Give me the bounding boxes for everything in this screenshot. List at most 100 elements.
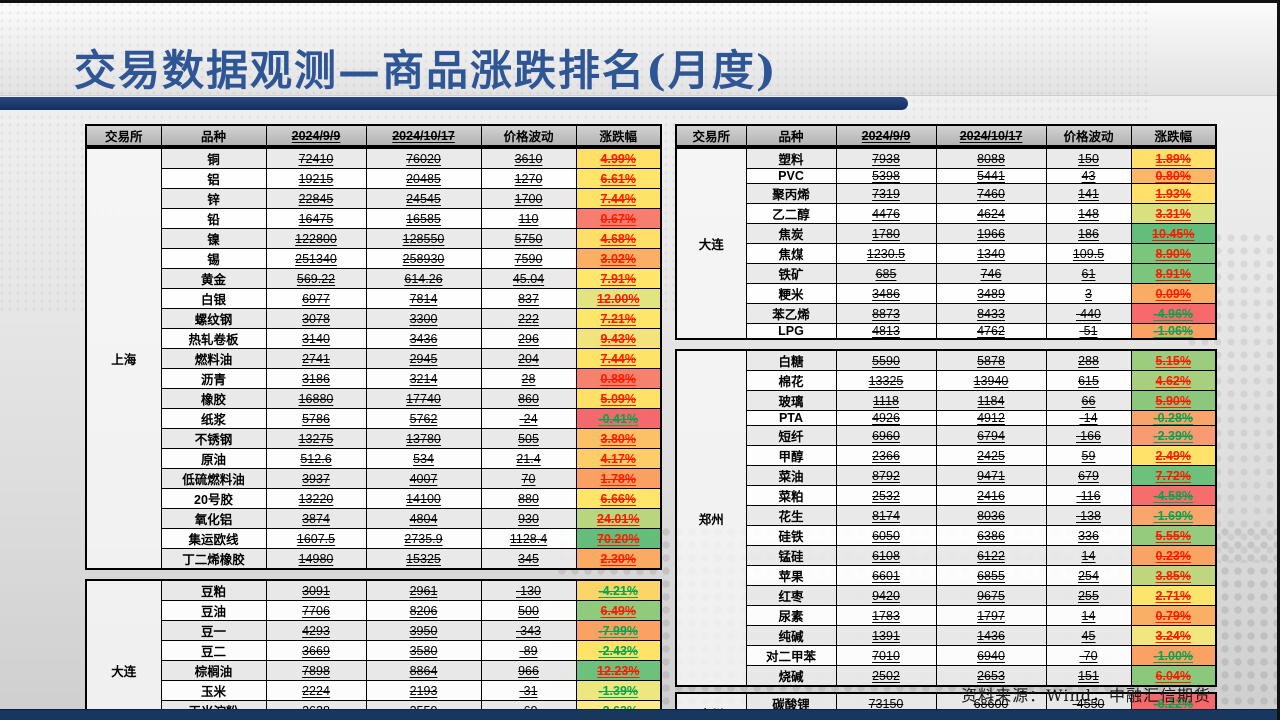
pct-change: 3.80% <box>575 428 662 449</box>
pct-change: 7.44% <box>575 188 662 209</box>
price-prev: 7010 <box>835 645 937 666</box>
table-row: 燃料油 2741 2945 204 7.44% <box>86 348 662 369</box>
pct-change: -0.41% <box>575 408 662 429</box>
commodity-name: 豆粕 <box>160 579 267 601</box>
table-row: 大连 豆粕 3091 2961 -130 -4.21% <box>85 579 662 720</box>
price-curr: 4762 <box>935 323 1047 340</box>
pct-change: 3.85% <box>1130 565 1217 586</box>
commodity-name: 焦煤 <box>745 243 837 264</box>
table-row: 菜油 8792 9471 679 7.72% <box>676 465 1217 486</box>
price-prev: 1118 <box>835 390 937 411</box>
exchange-cell: 大连 <box>675 147 747 340</box>
pct-change: 0.09% <box>1130 283 1217 304</box>
column-header-3: 2024/10/17 <box>365 124 482 147</box>
price-prev: 1780 <box>835 223 937 244</box>
column-header-0: 交易所 <box>85 124 162 147</box>
commodity-name: 锡 <box>160 248 267 269</box>
price-delta: 186 <box>1045 223 1132 244</box>
table-row: 苯乙烯 8873 8433 -440 -4.96% <box>676 303 1217 324</box>
price-curr: 4007 <box>365 468 482 489</box>
table-row: 苹果 6601 6855 254 3.85% <box>676 565 1217 586</box>
price-delta: 222 <box>480 308 577 329</box>
commodity-name: LPG <box>745 323 837 340</box>
commodity-name: 铜 <box>160 147 267 169</box>
price-prev: 1230.5 <box>835 243 937 264</box>
pct-change: 24.01% <box>575 508 662 529</box>
pct-change: 5.15% <box>1130 349 1217 371</box>
price-curr: 8036 <box>935 505 1047 526</box>
price-delta: 880 <box>480 488 577 509</box>
table-row: 氧化铝 3874 4804 930 24.01% <box>86 508 662 529</box>
column-header-4: 价格波动 <box>1045 124 1132 147</box>
commodity-name: 菜粕 <box>745 485 837 506</box>
price-prev: 2366 <box>835 445 937 466</box>
pct-change: 12.00% <box>575 288 662 309</box>
price-prev: 569.22 <box>265 268 367 289</box>
price-delta: 1700 <box>480 188 577 209</box>
commodity-name: 尿素 <box>745 605 837 626</box>
price-delta: 45.04 <box>480 268 577 289</box>
price-delta: 296 <box>480 328 577 349</box>
commodity-name: PVC <box>745 168 837 184</box>
pct-change: 6.04% <box>1130 665 1217 687</box>
price-curr: 7814 <box>365 288 482 309</box>
price-delta: 110 <box>480 208 577 229</box>
price-delta: 14 <box>1045 605 1132 626</box>
price-delta: -138 <box>1045 505 1132 526</box>
title-underline-bar <box>0 97 908 110</box>
table-row: 郑州 白糖 5590 5878 288 5.15% <box>675 349 1217 687</box>
pct-change: -2.43% <box>575 640 662 661</box>
commodity-name: 纯碱 <box>745 625 837 646</box>
pct-change: -6.22% <box>1130 692 1217 714</box>
price-delta: 860 <box>480 388 577 409</box>
price-delta: 109.5 <box>1045 243 1132 264</box>
pct-change: 2.49% <box>1130 445 1217 466</box>
column-header-2: 2024/9/9 <box>265 124 367 147</box>
table-row: 橡胶 16880 17740 860 5.09% <box>86 388 662 409</box>
price-curr: 1966 <box>935 223 1047 244</box>
commodity-name: 棉花 <box>745 370 837 391</box>
price-delta: 7590 <box>480 248 577 269</box>
price-delta: 141 <box>1045 183 1132 204</box>
table-row: 花生 8174 8036 -138 -1.69% <box>676 505 1217 526</box>
pct-change: 4.68% <box>575 228 662 249</box>
table-row: 甲醇 2366 2425 59 2.49% <box>676 445 1217 466</box>
price-delta: 151 <box>1045 665 1132 687</box>
table-row: 纸浆 5786 5762 -24 -0.41% <box>86 408 662 429</box>
price-delta: 966 <box>480 660 577 681</box>
pct-change: 4.17% <box>575 448 662 469</box>
table-row: 玉米 2224 2193 -31 -1.39% <box>86 680 662 701</box>
price-curr: 17740 <box>365 388 482 409</box>
commodity-name: 镍 <box>160 228 267 249</box>
exchange-cell: 郑州 <box>675 349 747 687</box>
pct-change: 4.99% <box>575 147 662 169</box>
commodity-name: 螺纹钢 <box>160 308 267 329</box>
price-curr: 8088 <box>935 147 1047 169</box>
right-table-column: 交易所 品种 2024/9/9 2024/10/17 价格波动 涨跌幅 大连 塑料 7938 80… <box>675 124 1217 720</box>
pct-change: 8.91% <box>1130 263 1217 284</box>
price-delta: 255 <box>1045 585 1132 606</box>
table-row: 烧碱 2502 2653 151 6.04% <box>676 665 1217 687</box>
price-prev: 73150 <box>835 692 937 714</box>
price-prev: 685 <box>835 263 937 284</box>
price-curr: 4804 <box>365 508 482 529</box>
price-curr: 6855 <box>935 565 1047 586</box>
left-exchange-group-table: 上海铜 72410 76020 3610 4.99% 铝 19215 20485 1270 6.6… <box>85 147 662 570</box>
commodity-name: 对二甲苯 <box>745 645 837 666</box>
pct-change: 2.30% <box>575 548 662 570</box>
pct-change: 1.89% <box>1130 147 1217 169</box>
price-prev: 9420 <box>835 585 937 606</box>
pct-change: 0.88% <box>575 368 662 389</box>
pct-change: -4.96% <box>1130 303 1217 324</box>
commodity-name: 苯乙烯 <box>745 303 837 324</box>
price-delta: 21.4 <box>480 448 577 469</box>
price-prev: 4926 <box>835 410 937 426</box>
pct-change: 0.67% <box>575 208 662 229</box>
price-prev: 4293 <box>265 620 367 641</box>
commodity-name: 烧碱 <box>745 665 837 687</box>
table-row: 低硫燃料油 3937 4007 70 1.78% <box>86 468 662 489</box>
column-header-0: 交易所 <box>675 124 747 147</box>
price-delta: 500 <box>480 600 577 621</box>
commodity-name: 集运欧线 <box>160 528 267 549</box>
pct-change: 7.72% <box>1130 465 1217 486</box>
